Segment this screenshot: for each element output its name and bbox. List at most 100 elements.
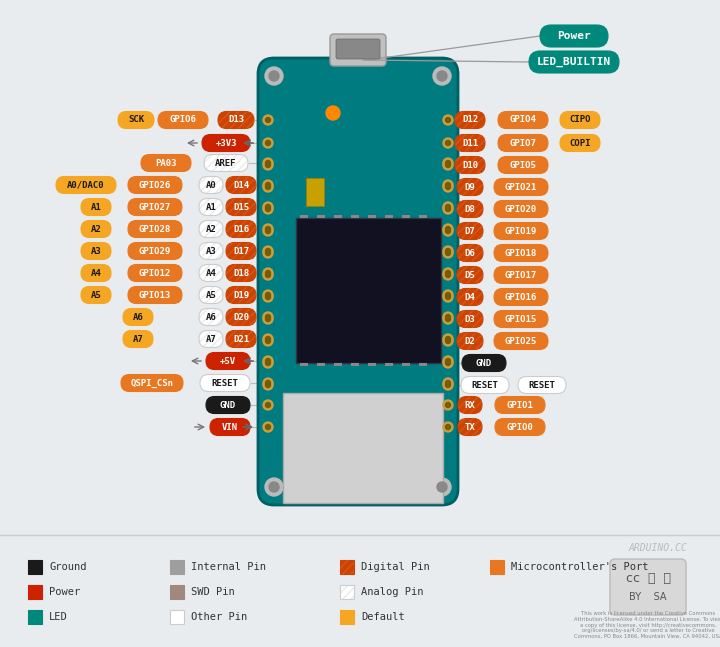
Circle shape: [266, 184, 271, 190]
FancyBboxPatch shape: [123, 309, 153, 325]
Text: GPIO27: GPIO27: [139, 203, 171, 212]
FancyBboxPatch shape: [204, 155, 248, 171]
Circle shape: [263, 226, 273, 236]
FancyBboxPatch shape: [457, 333, 483, 349]
FancyBboxPatch shape: [118, 111, 154, 129]
FancyBboxPatch shape: [128, 221, 182, 237]
FancyBboxPatch shape: [529, 51, 619, 73]
Circle shape: [263, 182, 273, 192]
FancyBboxPatch shape: [128, 199, 182, 215]
FancyBboxPatch shape: [199, 331, 223, 347]
Bar: [419, 363, 427, 366]
Text: GPIO0: GPIO0: [507, 422, 534, 432]
FancyBboxPatch shape: [494, 179, 548, 195]
FancyBboxPatch shape: [457, 311, 483, 327]
FancyBboxPatch shape: [121, 375, 183, 391]
Text: A4: A4: [206, 269, 217, 278]
FancyBboxPatch shape: [494, 201, 548, 217]
FancyBboxPatch shape: [170, 610, 184, 624]
Text: GPIO1: GPIO1: [507, 400, 534, 410]
FancyBboxPatch shape: [200, 375, 250, 391]
Bar: [402, 215, 410, 218]
Circle shape: [263, 378, 273, 388]
FancyBboxPatch shape: [170, 560, 184, 574]
Text: GND: GND: [476, 358, 492, 367]
Circle shape: [443, 202, 453, 212]
Circle shape: [443, 268, 453, 278]
Text: GPIO17: GPIO17: [505, 270, 537, 280]
Circle shape: [263, 314, 273, 324]
Bar: [334, 363, 342, 366]
Circle shape: [443, 378, 453, 388]
Circle shape: [443, 312, 453, 322]
Text: A3: A3: [91, 247, 102, 256]
Text: GPIO26: GPIO26: [139, 181, 171, 190]
Bar: [283, 393, 443, 503]
Text: A3: A3: [206, 247, 217, 256]
Circle shape: [446, 336, 451, 342]
Circle shape: [446, 204, 451, 210]
Circle shape: [266, 162, 271, 168]
Text: VIN: VIN: [222, 422, 238, 432]
Circle shape: [266, 206, 271, 212]
FancyBboxPatch shape: [457, 201, 483, 217]
Circle shape: [265, 478, 283, 496]
FancyBboxPatch shape: [494, 289, 548, 305]
Text: D17: D17: [233, 247, 249, 256]
Circle shape: [266, 314, 271, 320]
Bar: [385, 215, 393, 218]
Circle shape: [263, 204, 273, 214]
Bar: [306, 178, 324, 206]
FancyBboxPatch shape: [128, 243, 182, 259]
Circle shape: [443, 422, 453, 432]
FancyBboxPatch shape: [218, 111, 254, 129]
Text: GND: GND: [220, 400, 236, 410]
Text: RESET: RESET: [212, 378, 238, 388]
Circle shape: [443, 358, 453, 368]
Circle shape: [263, 248, 273, 258]
Text: PA03: PA03: [156, 159, 176, 168]
Circle shape: [266, 140, 271, 146]
Text: D15: D15: [233, 203, 249, 212]
Circle shape: [265, 67, 283, 85]
Circle shape: [266, 360, 271, 366]
FancyBboxPatch shape: [128, 177, 182, 193]
FancyBboxPatch shape: [457, 245, 483, 261]
FancyBboxPatch shape: [495, 419, 545, 435]
Circle shape: [446, 140, 451, 146]
Circle shape: [446, 360, 451, 366]
Text: Ground: Ground: [49, 562, 86, 572]
Circle shape: [433, 478, 451, 496]
FancyBboxPatch shape: [560, 135, 600, 151]
Text: D21: D21: [233, 334, 249, 344]
FancyBboxPatch shape: [610, 559, 686, 615]
Text: Digital Pin: Digital Pin: [361, 562, 430, 572]
Text: RX: RX: [464, 400, 475, 410]
Circle shape: [266, 382, 271, 388]
Circle shape: [446, 228, 451, 234]
Text: D16: D16: [233, 225, 249, 234]
FancyBboxPatch shape: [199, 177, 223, 193]
FancyBboxPatch shape: [199, 221, 223, 237]
Circle shape: [266, 338, 271, 344]
Text: D7: D7: [464, 226, 475, 236]
Circle shape: [263, 312, 273, 322]
FancyBboxPatch shape: [56, 177, 116, 193]
Circle shape: [263, 180, 273, 190]
Text: A6: A6: [206, 313, 217, 322]
Circle shape: [446, 338, 451, 344]
Text: SWD Pin: SWD Pin: [191, 587, 235, 597]
FancyBboxPatch shape: [498, 135, 548, 151]
Circle shape: [266, 380, 271, 386]
Text: GPIO21: GPIO21: [505, 182, 537, 192]
FancyBboxPatch shape: [258, 58, 458, 505]
Circle shape: [443, 270, 453, 280]
FancyBboxPatch shape: [123, 331, 153, 347]
Circle shape: [263, 268, 273, 278]
Circle shape: [269, 71, 279, 81]
Circle shape: [266, 272, 271, 278]
Circle shape: [446, 160, 451, 166]
Bar: [317, 363, 325, 366]
FancyBboxPatch shape: [199, 287, 223, 303]
Circle shape: [263, 336, 273, 346]
